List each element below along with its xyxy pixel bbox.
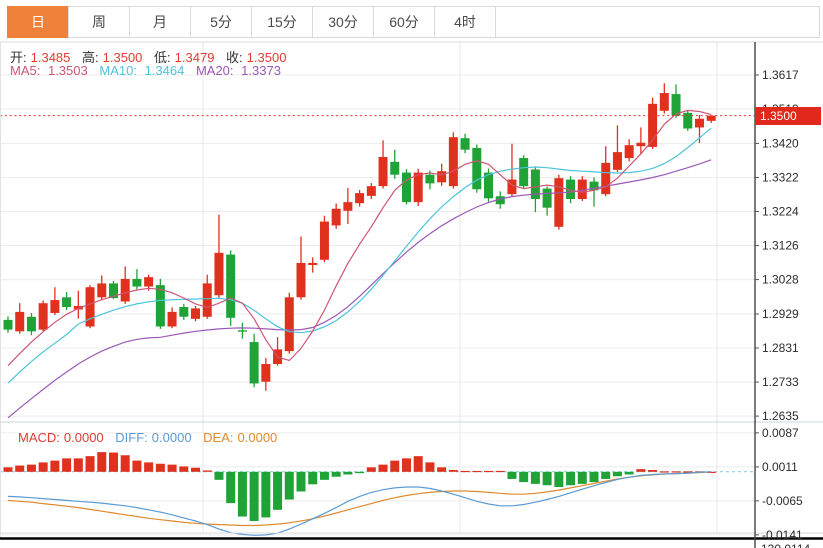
open-value: 1.3485 xyxy=(30,50,71,65)
svg-text:-0.0065: -0.0065 xyxy=(762,494,803,508)
svg-text:1.3028: 1.3028 xyxy=(762,273,799,287)
high-label: 高: xyxy=(82,50,99,65)
tab-week[interactable]: 周 xyxy=(68,6,130,38)
svg-text:1.3126: 1.3126 xyxy=(762,239,799,253)
ma5-value: 1.3503 xyxy=(47,63,88,78)
tab-60min[interactable]: 60分 xyxy=(373,6,435,38)
ma20-value: 1.3373 xyxy=(241,63,281,78)
ma10-line xyxy=(7,127,712,384)
svg-text:1.2733: 1.2733 xyxy=(762,375,799,389)
panel-borders xyxy=(0,41,823,548)
svg-text:1.2635: 1.2635 xyxy=(762,409,799,423)
tab-month[interactable]: 月 xyxy=(129,6,191,38)
gridlines xyxy=(0,42,755,536)
ma20-line xyxy=(7,159,712,419)
open-label: 开: xyxy=(10,50,27,65)
low-label: 低: xyxy=(154,50,171,65)
diff-line xyxy=(7,471,712,536)
svg-text:1.3322: 1.3322 xyxy=(762,170,799,184)
ma5-label: MA5: xyxy=(10,63,41,78)
svg-text:1.3617: 1.3617 xyxy=(762,68,799,82)
tab-day[interactable]: 日 xyxy=(7,6,69,38)
last-price-tag: 1.3500 xyxy=(755,107,821,125)
macd-value: 0.0000 xyxy=(63,430,104,445)
svg-text:0.0011: 0.0011 xyxy=(762,460,798,474)
svg-text:1.2929: 1.2929 xyxy=(762,307,799,321)
svg-text:1.2831: 1.2831 xyxy=(762,341,799,355)
dea-line xyxy=(7,471,712,527)
ma-readout: MA5: 1.3503 MA10: 1.3464 MA20: 1.3373 xyxy=(10,63,289,78)
tabbar-filler xyxy=(495,6,820,38)
close-label: 收: xyxy=(226,50,243,65)
macd-histogram xyxy=(3,452,716,522)
dea-label: DEA: xyxy=(203,430,234,445)
candles-layer xyxy=(3,83,716,391)
macd-label: MACD: xyxy=(18,430,60,445)
ma10-label: MA10: xyxy=(99,63,137,78)
svg-text:1.3420: 1.3420 xyxy=(762,136,799,150)
diff-label: DIFF: xyxy=(115,430,148,445)
close-value: 1.3500 xyxy=(246,50,287,65)
tab-4hour[interactable]: 4时 xyxy=(434,6,496,38)
timeframe-tabbar: 日 周 月 5分 15分 30分 60分 4时 xyxy=(7,6,820,38)
svg-text:1.3224: 1.3224 xyxy=(762,205,799,219)
macd-axis-labels: 0.0087 0.0011 -0.0065 -0.0141 xyxy=(755,426,803,542)
ma20-label: MA20: xyxy=(195,63,234,78)
ma10-value: 1.3464 xyxy=(144,63,185,78)
svg-text:-0.0141: -0.0141 xyxy=(762,528,803,542)
low-value: 1.3479 xyxy=(174,50,215,65)
tab-5min[interactable]: 5分 xyxy=(190,6,252,38)
macd-readout: MACD: 0.0000 DIFF: 0.0000 DEA: 0.0000 xyxy=(18,430,285,445)
clipped-axis-label: 130.0114 xyxy=(761,542,810,548)
high-value: 1.3500 xyxy=(102,50,143,65)
ma5-line xyxy=(7,109,712,367)
ohlc-readout: 开: 1.3485 高: 1.3500 低: 1.3479 收: 1.3500 xyxy=(10,47,294,66)
diff-value: 0.0000 xyxy=(151,430,192,445)
tab-15min[interactable]: 15分 xyxy=(251,6,313,38)
svg-text:0.0087: 0.0087 xyxy=(762,426,799,440)
dea-value: 0.0000 xyxy=(237,430,278,445)
tab-30min[interactable]: 30分 xyxy=(312,6,374,38)
